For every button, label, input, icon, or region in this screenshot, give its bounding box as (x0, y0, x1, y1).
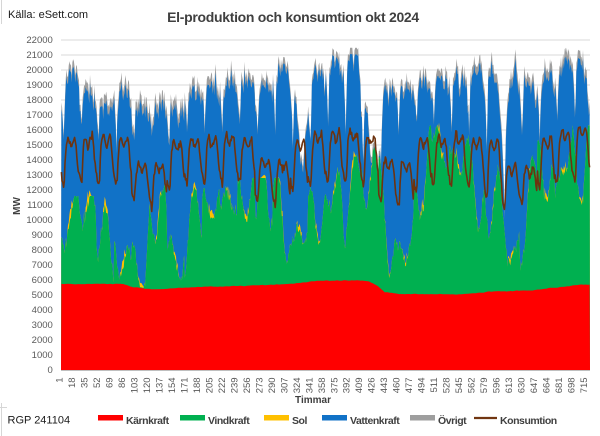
svg-text:239: 239 (229, 377, 240, 393)
svg-text:Kärnkraft: Kärnkraft (126, 415, 170, 427)
svg-text:35: 35 (79, 377, 90, 388)
svg-text:18: 18 (67, 377, 78, 388)
svg-text:596: 596 (492, 377, 503, 393)
svg-text:Timmar: Timmar (295, 395, 331, 406)
svg-text:137: 137 (154, 377, 165, 393)
svg-text:647: 647 (529, 377, 540, 393)
svg-text:443: 443 (379, 377, 390, 393)
svg-text:MW: MW (12, 197, 23, 215)
svg-text:205: 205 (204, 377, 215, 393)
svg-text:16000: 16000 (26, 125, 52, 136)
svg-text:17000: 17000 (26, 110, 52, 121)
svg-text:528: 528 (442, 377, 453, 393)
svg-text:86: 86 (117, 377, 128, 388)
svg-text:12000: 12000 (26, 185, 52, 196)
svg-text:6000: 6000 (32, 275, 53, 286)
svg-text:222: 222 (217, 377, 228, 393)
svg-text:511: 511 (429, 377, 440, 392)
svg-text:409: 409 (354, 377, 365, 393)
svg-text:RGP 241104: RGP 241104 (8, 415, 71, 427)
svg-text:664: 664 (542, 377, 553, 393)
svg-text:307: 307 (279, 377, 290, 393)
svg-text:3000: 3000 (32, 320, 53, 331)
svg-text:477: 477 (404, 377, 415, 393)
svg-text:273: 273 (254, 377, 265, 393)
svg-text:290: 290 (267, 377, 278, 393)
svg-text:Övrigt: Övrigt (438, 414, 467, 427)
svg-text:14000: 14000 (26, 155, 52, 166)
svg-text:69: 69 (104, 377, 115, 388)
svg-text:9000: 9000 (32, 230, 53, 241)
svg-text:21000: 21000 (26, 50, 52, 61)
svg-text:358: 358 (317, 377, 328, 393)
svg-text:15000: 15000 (26, 140, 52, 151)
svg-text:494: 494 (417, 377, 428, 393)
svg-text:El-produktion och konsumtion o: El-produktion och konsumtion okt 2024 (167, 9, 419, 25)
svg-text:545: 545 (454, 377, 465, 393)
svg-text:52: 52 (92, 377, 103, 388)
svg-text:120: 120 (142, 377, 153, 393)
svg-text:22000: 22000 (26, 35, 52, 46)
svg-text:1: 1 (55, 377, 66, 382)
svg-text:154: 154 (167, 377, 178, 393)
svg-text:188: 188 (192, 377, 203, 393)
svg-text:10000: 10000 (26, 215, 52, 226)
svg-text:341: 341 (304, 377, 315, 393)
svg-text:0: 0 (48, 365, 53, 376)
svg-text:Sol: Sol (292, 415, 308, 427)
svg-text:426: 426 (367, 377, 378, 393)
svg-text:2000: 2000 (32, 335, 53, 346)
svg-text:8000: 8000 (32, 245, 53, 256)
svg-text:324: 324 (292, 377, 303, 393)
svg-text:Konsumtion: Konsumtion (500, 415, 557, 427)
svg-text:Källa: eSett.com: Källa: eSett.com (8, 9, 88, 21)
svg-text:13000: 13000 (26, 170, 52, 181)
svg-text:18000: 18000 (26, 95, 52, 106)
svg-text:698: 698 (567, 377, 578, 393)
svg-text:681: 681 (554, 377, 565, 393)
svg-text:Vindkraft: Vindkraft (208, 415, 250, 427)
svg-text:460: 460 (392, 377, 403, 393)
svg-text:20000: 20000 (26, 65, 52, 76)
svg-text:630: 630 (517, 377, 528, 393)
svg-text:19000: 19000 (26, 80, 52, 91)
svg-text:103: 103 (129, 377, 140, 393)
svg-text:392: 392 (342, 377, 353, 393)
svg-text:Vattenkraft: Vattenkraft (350, 415, 400, 427)
svg-text:562: 562 (467, 377, 478, 393)
svg-text:4000: 4000 (32, 305, 53, 316)
svg-text:1000: 1000 (32, 350, 53, 361)
svg-text:579: 579 (479, 377, 490, 393)
svg-text:375: 375 (329, 377, 340, 393)
svg-text:5000: 5000 (32, 290, 53, 301)
svg-text:171: 171 (179, 377, 190, 393)
svg-text:613: 613 (504, 377, 515, 393)
svg-text:256: 256 (242, 377, 253, 393)
svg-text:7000: 7000 (32, 260, 53, 271)
svg-text:715: 715 (579, 377, 590, 393)
svg-text:11000: 11000 (27, 200, 53, 211)
